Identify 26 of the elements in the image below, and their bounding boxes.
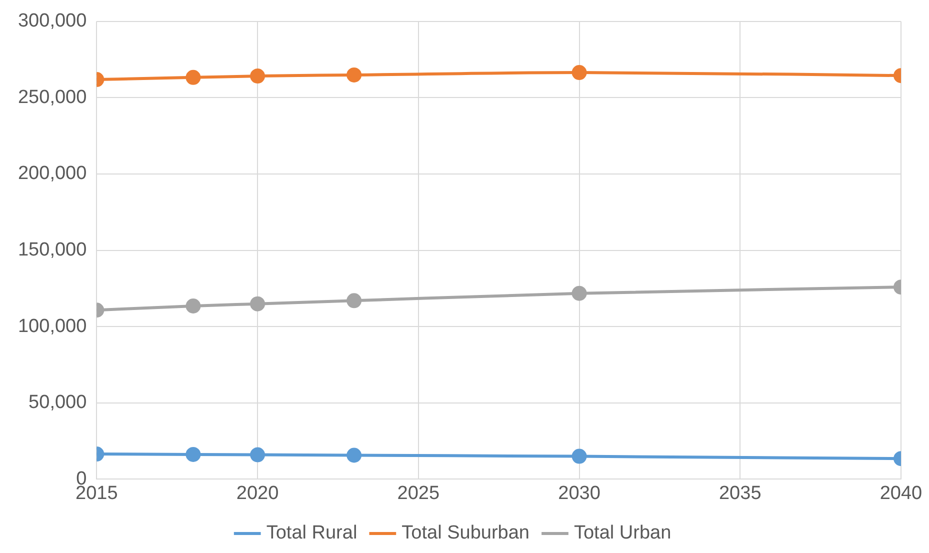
point — [186, 298, 201, 314]
x-tick-label: 2040 — [880, 482, 922, 504]
point — [186, 70, 201, 85]
x-tick-label: 2020 — [236, 482, 279, 504]
y-tick-label: 200,000 — [18, 163, 87, 184]
point — [572, 65, 587, 80]
y-tick-label: 50,000 — [28, 392, 87, 414]
x-tick-label: 2030 — [558, 482, 600, 504]
point — [250, 447, 266, 462]
y-tick-label: 250,000 — [18, 86, 87, 108]
point — [572, 286, 587, 301]
x-tick-label: 2035 — [718, 482, 762, 504]
legend-label: Total Rural — [266, 522, 358, 544]
y-tick-label: 300,000 — [18, 10, 87, 32]
point — [346, 67, 362, 82]
point — [250, 296, 266, 312]
point — [346, 448, 362, 463]
y-tick-label: 100,000 — [18, 316, 87, 337]
point — [186, 446, 201, 462]
x-tick-label: 2025 — [397, 482, 440, 504]
y-tick-label: 150,000 — [18, 240, 87, 261]
legend-label: Total Urban — [574, 522, 672, 544]
point — [572, 448, 587, 464]
point — [346, 293, 362, 308]
point — [250, 68, 266, 84]
legend-label: Total Suburban — [402, 522, 530, 544]
